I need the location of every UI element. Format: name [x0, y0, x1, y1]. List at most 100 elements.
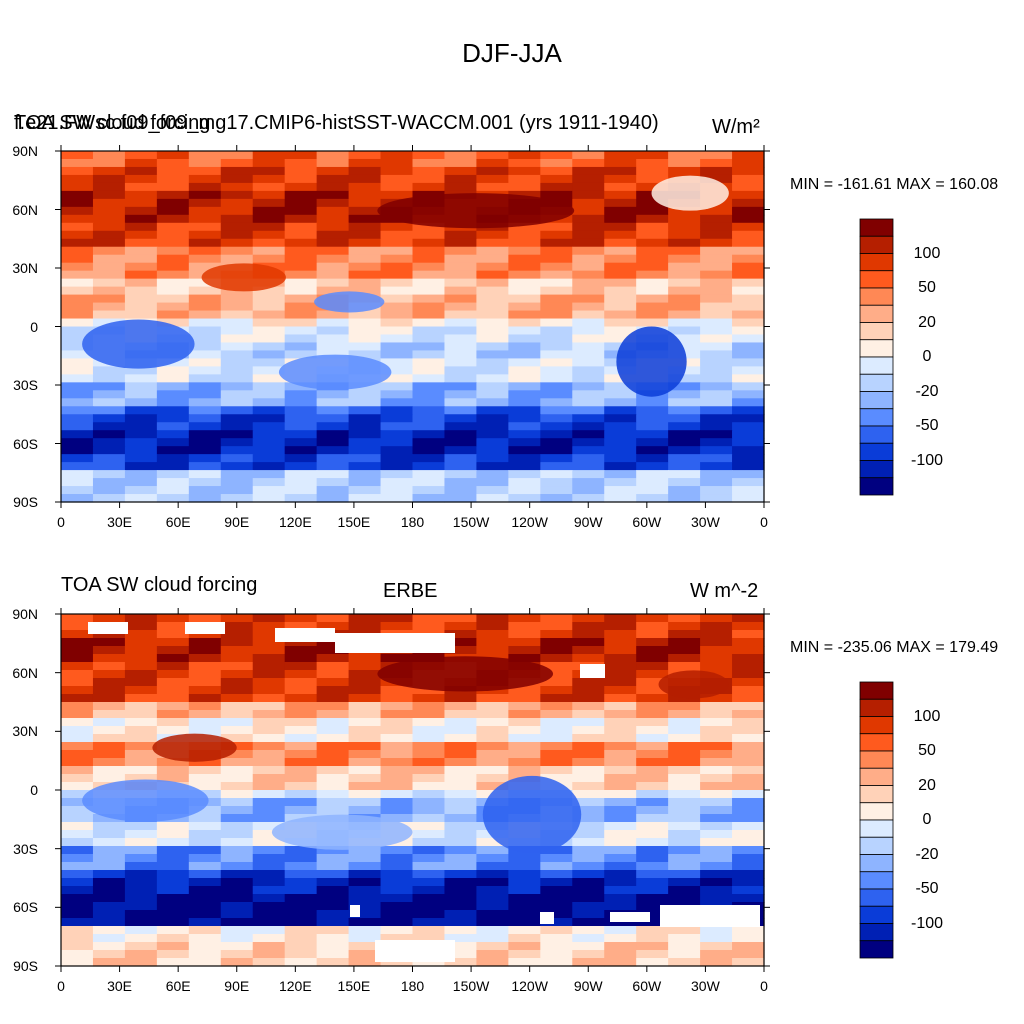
field-cell — [636, 614, 669, 623]
field-cell — [604, 294, 637, 304]
field-cell — [636, 830, 669, 839]
field-cell — [316, 710, 350, 719]
field-cell — [61, 694, 94, 703]
field-cell — [444, 230, 478, 240]
field-cell — [124, 262, 158, 272]
field-cell — [380, 294, 414, 304]
field-cell — [636, 878, 669, 887]
field-cell — [380, 446, 414, 455]
field-cell — [668, 342, 701, 352]
field-cell — [444, 950, 478, 959]
field-cell — [316, 678, 350, 687]
field-cell — [636, 278, 669, 288]
field-cell — [476, 238, 509, 248]
field-cell — [732, 726, 765, 735]
field-cell — [156, 390, 190, 399]
field-cell — [412, 814, 446, 823]
field-cell — [348, 414, 382, 423]
field-cell — [668, 942, 701, 951]
lon-tick-label: 180 — [400, 978, 425, 994]
field-cell — [604, 222, 637, 232]
field-cell — [188, 158, 222, 168]
field-cell — [572, 758, 605, 767]
field-feature — [82, 319, 195, 369]
field-cell — [124, 414, 158, 423]
field-cell — [284, 862, 318, 871]
field-cell — [156, 894, 190, 903]
field-cell — [540, 278, 573, 288]
field-cell — [61, 374, 94, 383]
field-cell — [61, 918, 94, 927]
field-cell — [124, 718, 158, 727]
field-cell — [700, 646, 733, 655]
field-cell — [540, 678, 573, 687]
field-cell — [508, 246, 541, 256]
field-cell — [636, 902, 669, 911]
field-cell — [636, 151, 669, 160]
field-cell — [92, 190, 126, 200]
field-cell — [572, 790, 605, 799]
field-cell — [476, 151, 509, 160]
field-cell — [61, 718, 94, 727]
field-cell — [508, 342, 541, 352]
field-cell — [316, 398, 350, 407]
colorbar-label: 100 — [913, 244, 941, 262]
field-cell — [316, 718, 350, 727]
field-cell — [476, 854, 509, 863]
field-cell — [61, 790, 94, 799]
field-cell — [124, 630, 158, 639]
field-cell — [540, 414, 573, 423]
field-cell — [220, 870, 254, 879]
field-cell — [668, 151, 701, 160]
field-cell — [636, 822, 669, 831]
field-cell — [572, 182, 605, 192]
field-cell — [316, 902, 350, 911]
field-cell — [572, 214, 605, 224]
field-cell — [508, 950, 541, 959]
field-cell — [380, 310, 414, 320]
field-cell — [604, 862, 637, 871]
field-cell — [380, 350, 414, 360]
field-cell — [284, 254, 318, 264]
field-cell — [412, 830, 446, 839]
field-cell — [412, 494, 446, 503]
field-cell — [412, 158, 446, 168]
field-cell — [156, 278, 190, 288]
field-cell — [61, 782, 94, 791]
colorbar-swatch — [859, 425, 894, 444]
field-cell — [540, 238, 573, 248]
field-cell — [444, 174, 478, 184]
field-cell — [348, 214, 382, 224]
field-cell — [124, 950, 158, 959]
field-cell — [444, 814, 478, 823]
field-cell — [636, 446, 669, 455]
field-cell — [444, 702, 478, 711]
field-cell — [700, 878, 733, 887]
field-cell — [732, 302, 765, 312]
field-cell — [412, 151, 446, 160]
field-cell — [540, 158, 573, 168]
field-cell — [732, 694, 765, 703]
field-cell — [380, 654, 414, 663]
field-cell — [444, 918, 478, 927]
field-cell — [188, 950, 222, 959]
field-cell — [92, 822, 126, 831]
field-cell — [476, 870, 509, 879]
field-cell — [732, 151, 765, 160]
field-cell — [156, 254, 190, 264]
colorbar-swatch — [859, 698, 894, 717]
field-cell — [284, 214, 318, 224]
field-cell — [540, 462, 573, 471]
field-cell — [156, 174, 190, 184]
field-cell — [476, 838, 509, 847]
field-cell — [572, 254, 605, 264]
field-cell — [124, 206, 158, 216]
field-cell — [284, 774, 318, 783]
field-cell — [316, 742, 350, 751]
field-cell — [380, 166, 414, 176]
field-cell — [61, 198, 94, 208]
colorbar-swatch — [859, 356, 894, 375]
colorbar-swatch — [859, 854, 894, 873]
field-cell — [636, 718, 669, 727]
field-cell — [476, 310, 509, 320]
